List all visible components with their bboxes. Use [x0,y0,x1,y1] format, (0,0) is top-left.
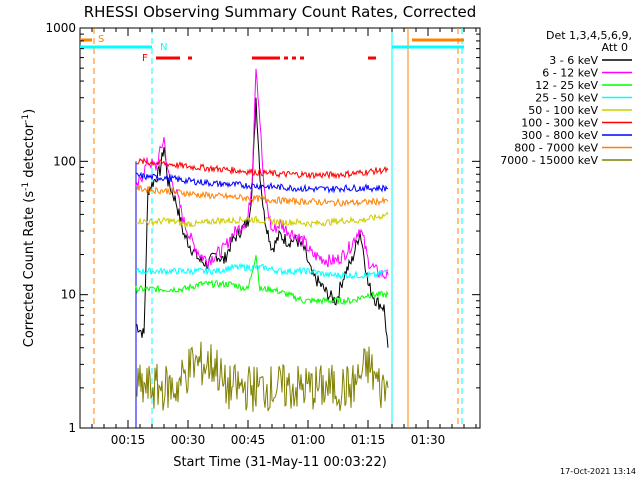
plot-frame [79,27,481,429]
observation-markers: S N F [80,28,464,428]
series-line-8 [135,341,389,412]
series-line-3 [135,262,389,280]
x-tick-label: 00:15 [111,433,146,447]
series-line-2 [135,255,389,306]
legend-label-2: 12 - 25 keV [535,79,598,92]
saa-label: N [160,42,167,53]
night-label: S [98,34,104,45]
y-tick-label: 10 [61,288,76,302]
y-tick-label: 1 [68,421,76,435]
x-axis-label: Start Time (31-May-11 00:03:22) [173,455,387,470]
series-line-4 [135,211,389,229]
x-tick-label: 00:30 [171,433,206,447]
x-tick-label: 00:45 [231,433,266,447]
legend-label-6: 300 - 800 keV [521,129,598,142]
series-line-1 [135,68,389,280]
plot-axes [79,27,481,429]
legend-header-2: Att 0 [602,41,628,54]
y-axis-label: Corrected Count Rate (s-1 detector-1) [21,109,37,347]
legend-label-0: 3 - 6 keV [549,54,598,67]
y-tick-label: 100 [53,154,76,168]
date-stamp: 17-Oct-2021 13:14 [560,467,636,476]
x-tick-label: 01:15 [351,433,386,447]
series-line-5 [136,157,389,180]
legend-label-4: 50 - 100 keV [528,104,598,117]
legend-label-1: 6 - 12 keV [542,67,598,80]
chart-title: RHESSI Observing Summary Count Rates, Co… [84,3,477,21]
y-tick-label: 1000 [45,21,76,35]
x-tick-label: 01:00 [291,433,326,447]
legend-label-7: 800 - 7000 keV [514,142,598,155]
legend-header-1: Det 1,3,4,5,6,9, [546,29,632,42]
x-tick-label: 01:30 [411,433,446,447]
legend-label-8: 7000 - 15000 keV [500,154,598,167]
series-lines [135,68,389,412]
series-line-7 [136,184,389,207]
series-line-6 [136,171,389,194]
flare-label: F [142,53,148,64]
legend-label-5: 100 - 300 keV [521,117,598,130]
legend-label-3: 25 - 50 keV [535,92,598,105]
axis-ticks: 00:15 00:30 00:45 01:00 01:15 01:30 1 10 100 1000 [45,21,480,447]
